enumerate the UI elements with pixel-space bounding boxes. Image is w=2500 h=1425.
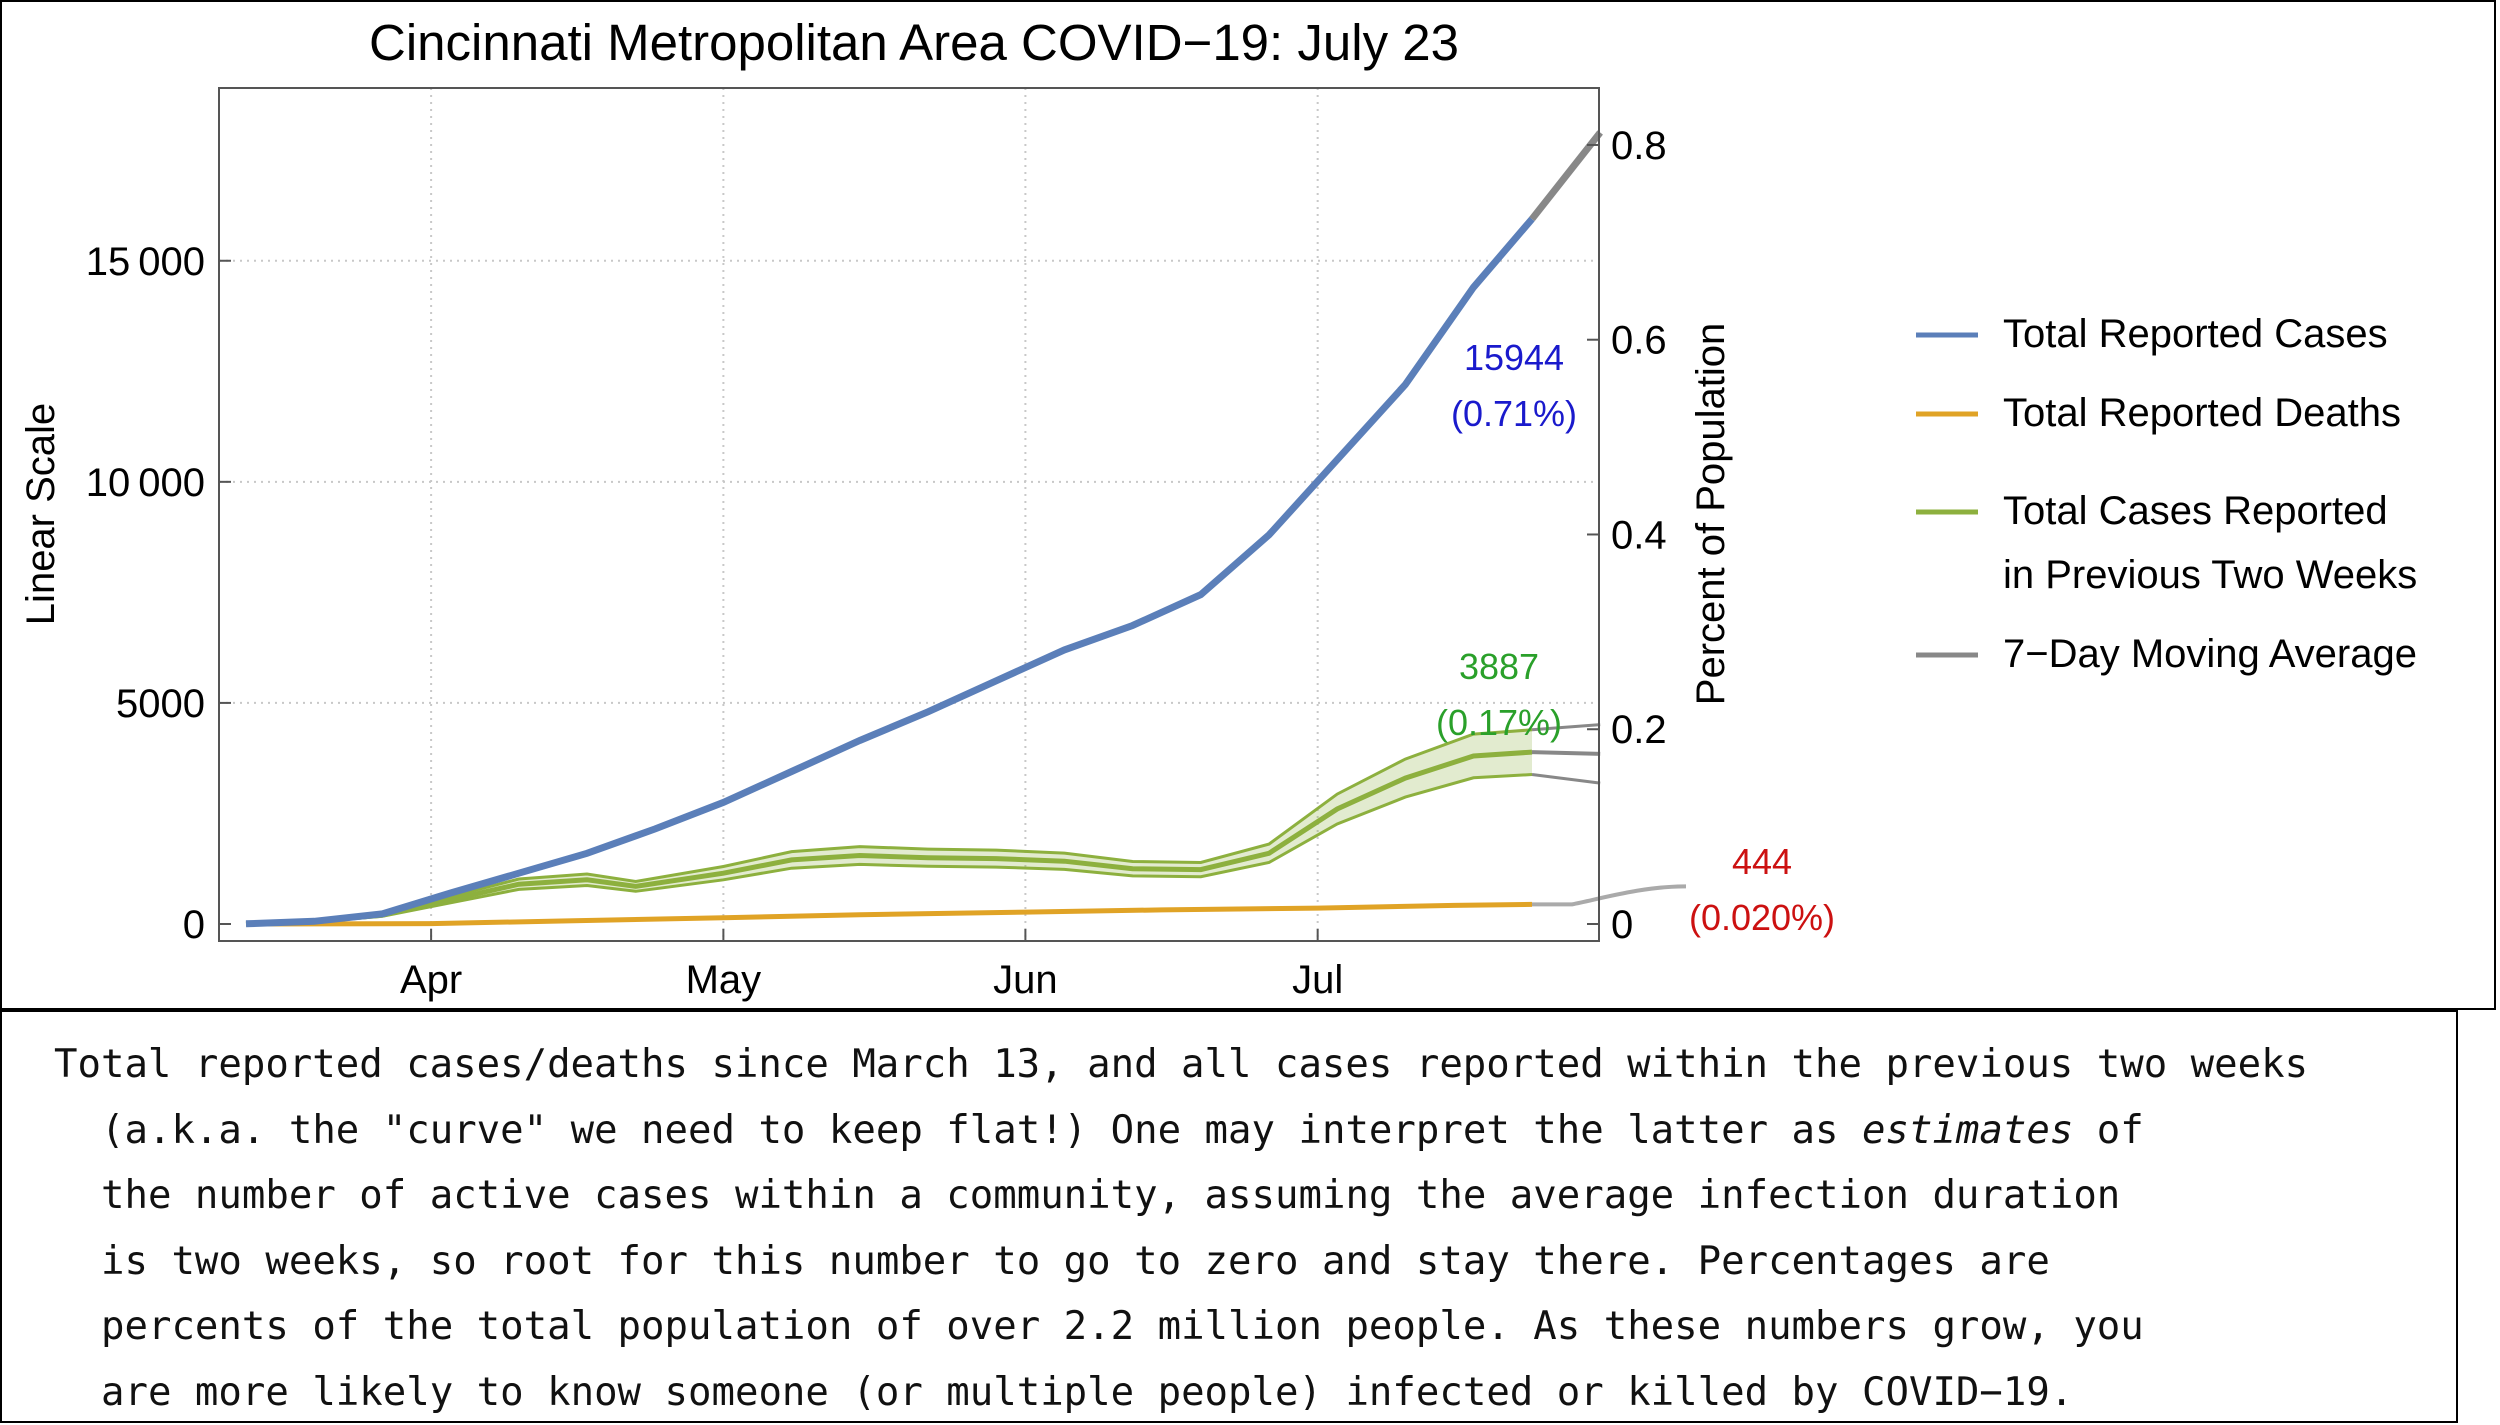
plot-frame <box>219 88 1599 941</box>
x-tick-label: Jul <box>1292 958 1343 1002</box>
caption-line-3: the number of active cases within a comm… <box>54 1163 2456 1229</box>
y2-tick-label: 0.4 <box>1611 513 1667 557</box>
moving-average-two-week-lower <box>1532 775 1600 784</box>
caption-line-6: are more likely to know someone (or mult… <box>54 1360 2456 1425</box>
series-lines <box>246 133 1686 925</box>
caption-line-5: percents of the total population of over… <box>54 1294 2456 1360</box>
legend-item: Total Reported Cases <box>1916 312 2388 356</box>
legend-item: 7−Day Moving Average <box>1916 632 2417 676</box>
legend-label: Total Reported Cases <box>2003 312 2388 356</box>
y2-tick-label: 0 <box>1611 903 1633 947</box>
legend-label-line-2: in Previous Two Weeks <box>2003 553 2417 597</box>
y2-tick-label: 0.8 <box>1611 124 1667 168</box>
legend-label: Total Reported Deaths <box>2003 391 2401 435</box>
deaths-pct-label: (0.020%) <box>1689 897 1835 938</box>
y2-axis-label: Percent of Population <box>1689 323 1733 705</box>
twoweek-pct-label: (0.17%) <box>1436 702 1562 743</box>
caption-box: Total reported cases/deaths since March … <box>0 1010 2458 1423</box>
deaths-value-label: 444 <box>1732 841 1792 882</box>
y2-tick-label: 0.6 <box>1611 319 1667 363</box>
caption-line-2: (a.k.a. the "curve" we need to keep flat… <box>54 1098 2456 1164</box>
x-tick-label: Apr <box>400 958 462 1002</box>
y-tick-label: 10 000 <box>86 461 205 505</box>
x-axis-ticks: Apr May Jun Jul <box>400 929 1343 1002</box>
cases-pct-label: (0.71%) <box>1451 393 1577 434</box>
chart-frame: Cincinnati Metropolitan Area COVID−19: J… <box>0 0 2496 1010</box>
caption-emphasis: estimates <box>1862 1108 2073 1153</box>
series-line-deaths <box>246 904 1532 924</box>
legend: Total Reported Cases Total Reported Death… <box>1916 312 2417 676</box>
legend-item: Total Reported Deaths <box>1916 391 2401 435</box>
y-tick-label: 0 <box>183 903 205 947</box>
cases-value-label: 15944 <box>1464 337 1564 378</box>
x-tick-label: May <box>686 958 762 1002</box>
y-tick-label: 15 000 <box>86 240 205 284</box>
caption-line-1: Total reported cases/deaths since March … <box>54 1032 2456 1098</box>
legend-label: 7−Day Moving Average <box>2003 632 2417 676</box>
y-tick-label: 5000 <box>116 682 205 726</box>
caption-line-4: is two weeks, so root for this number to… <box>54 1229 2456 1295</box>
moving-average-deaths <box>1532 886 1686 904</box>
x-tick-label: Jun <box>993 958 1058 1002</box>
chart-title: Cincinnati Metropolitan Area COVID−19: J… <box>369 14 1459 71</box>
chart: Cincinnati Metropolitan Area COVID−19: J… <box>2 2 2494 1008</box>
legend-item: Total Cases Reported in Previous Two Week… <box>1916 489 2417 597</box>
y-axis-label: Linear Scale <box>19 403 63 625</box>
twoweek-value-label: 3887 <box>1459 646 1539 687</box>
gridlines <box>219 88 1599 941</box>
y-axis-ticks: 0 5000 10 000 15 000 <box>86 240 231 947</box>
y2-tick-label: 0.2 <box>1611 708 1667 752</box>
legend-label: Total Cases Reported <box>2003 489 2388 533</box>
moving-average-two-week <box>1532 752 1600 754</box>
